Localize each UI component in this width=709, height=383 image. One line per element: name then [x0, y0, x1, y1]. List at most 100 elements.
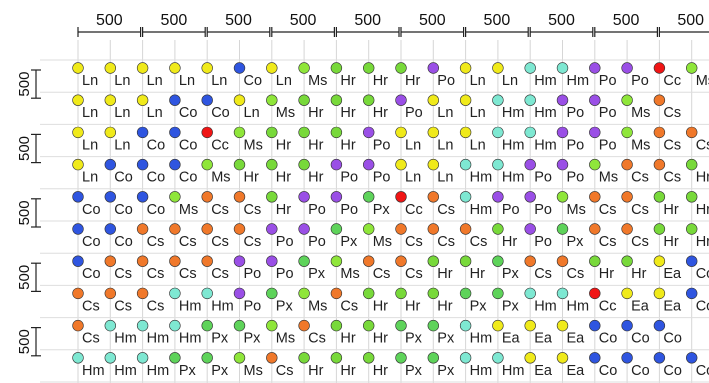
- grain-cell: Co: [685, 352, 709, 379]
- grain-cell: Ms: [233, 352, 263, 379]
- grain-dot: [298, 352, 310, 364]
- grain-label: Po: [567, 137, 585, 153]
- grain-dot: [621, 223, 633, 235]
- grain-cell: Cs: [104, 255, 132, 282]
- grain-dot: [685, 287, 698, 300]
- grain-label: Px: [405, 331, 423, 347]
- grain-dot: [233, 158, 246, 171]
- grain-label: Hm: [502, 105, 525, 121]
- grain-cell: Hm: [201, 287, 234, 314]
- grain-label: Co: [147, 170, 166, 186]
- grain-cell: Co: [685, 287, 709, 314]
- grain-label: Hr: [308, 105, 323, 121]
- grain-label: Cc: [211, 137, 229, 153]
- grain-cell: Po: [298, 223, 326, 250]
- grain-cell: Ms: [621, 94, 650, 121]
- grain-label: Ln: [179, 73, 195, 89]
- grain-label: Po: [567, 105, 585, 121]
- grain-label: Cs: [211, 234, 229, 250]
- grain-label: Ms: [276, 331, 295, 347]
- grain-label: Cs: [405, 234, 423, 250]
- grain-label: Co: [114, 202, 133, 218]
- grain-dot: [330, 255, 343, 267]
- grain-label: Ea: [567, 331, 586, 347]
- grain-cell: Ln: [136, 94, 163, 121]
- grain-dot: [136, 191, 149, 203]
- grain-label: Px: [405, 363, 423, 379]
- grain-dot: [653, 191, 666, 203]
- grain-label: Po: [534, 202, 552, 218]
- top-scale-label: 500: [548, 12, 575, 29]
- grain-dot: [136, 319, 149, 332]
- grain-dot: [72, 319, 84, 332]
- grain-label: Hr: [405, 298, 420, 314]
- grain-label: Px: [179, 363, 197, 379]
- grain-label: Co: [244, 73, 263, 89]
- grain-label: Ln: [114, 73, 130, 89]
- grain-label: Ln: [114, 137, 130, 153]
- grain-dot: [492, 319, 504, 332]
- grain-label: Ln: [114, 105, 130, 121]
- grain-label: Po: [340, 202, 358, 218]
- grain-cell: Hr: [266, 126, 291, 153]
- grain-label: Px: [470, 298, 488, 314]
- grain-cell: Cs: [72, 319, 100, 347]
- grain-label: Hm: [470, 202, 493, 218]
- grain-cell: Hm: [459, 158, 492, 186]
- grain-dot: [524, 94, 536, 106]
- left-scale-bar: 500: [16, 327, 41, 357]
- grain-dot: [104, 319, 117, 332]
- grain-label: Co: [599, 331, 618, 347]
- grain-cell: Hm: [459, 319, 492, 347]
- grain-cell: Px: [492, 255, 520, 282]
- grain-label: Hr: [340, 363, 355, 379]
- grain-dot: [685, 255, 698, 267]
- grain-cell: Po: [524, 223, 552, 250]
- grain-dot: [492, 62, 504, 74]
- grain-cell: Px: [556, 223, 584, 250]
- grain-dot: [395, 352, 407, 364]
- grain-label: Ms: [308, 298, 327, 314]
- grain-label: Px: [276, 298, 294, 314]
- grain-label: Ln: [82, 170, 98, 186]
- top-scale-bars: 500 500 500 500 500 500 500 500 500 500: [77, 12, 709, 37]
- grain-cell: Ln: [459, 126, 486, 153]
- grain-dot: [621, 94, 633, 106]
- grain-dot: [459, 126, 472, 139]
- grain-dot: [653, 158, 666, 171]
- grain-label: Po: [599, 137, 617, 153]
- grain-label: Ln: [437, 105, 453, 121]
- grain-dot: [395, 223, 407, 235]
- grain-cell: Ln: [427, 126, 453, 153]
- grain-label: Ea: [631, 298, 650, 314]
- grain-label: Ln: [276, 73, 292, 89]
- grain-cell: Hr: [427, 287, 453, 314]
- grain-label: Ms: [696, 73, 709, 89]
- grain-cell: Cs: [233, 223, 261, 250]
- grain-cell: Cs: [201, 223, 229, 250]
- grain-label: Hr: [373, 298, 388, 314]
- grain-label: Co: [179, 137, 198, 153]
- grain-label: Hr: [437, 298, 452, 314]
- grain-cell: Px: [201, 319, 229, 347]
- grain-dot: [266, 62, 278, 74]
- grain-dot: [201, 287, 213, 300]
- grain-dot: [653, 126, 666, 139]
- grain-dot: [427, 62, 439, 74]
- grain-label: Hm: [502, 363, 525, 379]
- grain-label: Po: [244, 298, 262, 314]
- grain-cell: Ea: [556, 352, 585, 379]
- grain-dot: [653, 94, 666, 106]
- grain-label: Hr: [373, 331, 388, 347]
- grain-dot: [201, 158, 213, 171]
- grain-cell: Px: [169, 352, 197, 379]
- grain-dot: [524, 191, 536, 203]
- grain-dot: [589, 126, 601, 139]
- grain-dot: [363, 94, 375, 106]
- grain-label: Po: [244, 266, 262, 282]
- grain-cell: Hm: [556, 62, 589, 89]
- grain-dot: [298, 191, 310, 203]
- grain-cell: Cs: [427, 191, 455, 218]
- grain-dot: [104, 126, 117, 139]
